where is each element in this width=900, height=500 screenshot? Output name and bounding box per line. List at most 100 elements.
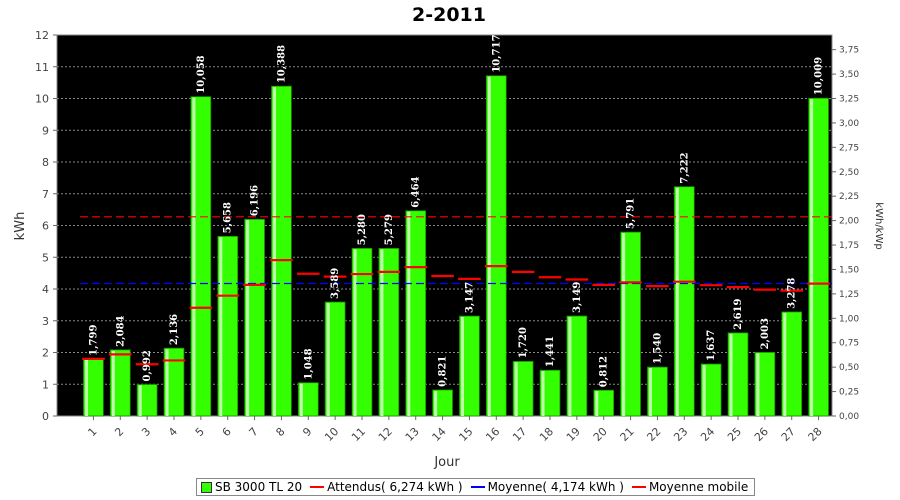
y-tick-label: 9: [42, 124, 49, 137]
data-label: 2,003: [760, 318, 771, 349]
data-label: 6,464: [411, 176, 422, 207]
x-tick-label: 4: [166, 425, 180, 439]
x-tick-label: 8: [273, 425, 287, 439]
y-right-tick-label: 0,25: [839, 388, 859, 398]
y-axis-label: kWh: [13, 212, 28, 241]
x-tick-label: 11: [349, 425, 368, 444]
data-label: 10,058: [196, 55, 207, 93]
y-tick-label: 1: [42, 378, 49, 391]
bar-highlight: [326, 303, 330, 416]
bar-highlight: [246, 220, 250, 416]
legend-label: SB 3000 TL 20: [215, 480, 303, 494]
y-tick-label: 12: [35, 29, 49, 42]
x-tick-label: 5: [193, 425, 207, 439]
bar-highlight: [84, 359, 88, 416]
data-label: 5,658: [223, 202, 234, 233]
bar-highlight: [756, 353, 760, 416]
y-right-axis-ticks: 0,00 0,25 0,50 0,75 1,00 1,25 1,50 1,75 2,00 2,25…: [832, 46, 859, 422]
y-tick-label: 0: [42, 410, 49, 423]
data-label: 5,280: [357, 214, 368, 245]
x-tick-label: 15: [456, 425, 475, 444]
bar-highlight: [648, 368, 652, 416]
y-right-tick-label: 3,25: [839, 95, 859, 105]
bars: [83, 75, 829, 417]
bar-highlight: [810, 99, 814, 417]
data-label: 10,717: [491, 34, 502, 72]
bar-highlight: [165, 349, 169, 416]
x-tick-label: 13: [403, 425, 422, 444]
data-label: 1,048: [303, 348, 314, 379]
bar-highlight: [783, 312, 787, 416]
x-tick-label: 7: [247, 425, 261, 439]
legend-item: Moyenne mobile: [631, 480, 748, 494]
x-tick-label: 20: [591, 425, 610, 444]
bar-highlight: [514, 362, 518, 416]
y-right-tick-label: 1,50: [839, 265, 859, 275]
data-label: 5,791: [626, 198, 637, 229]
bar-highlight: [138, 385, 142, 416]
x-tick-label: 3: [139, 425, 153, 439]
bar-highlight: [353, 249, 357, 416]
x-tick-label: 19: [564, 425, 583, 444]
legend-label: Attendus( 6,274 kWh ): [327, 480, 463, 494]
y-tick-label: 11: [35, 61, 49, 74]
y-tick-label: 6: [42, 220, 49, 233]
x-tick-label: 26: [752, 425, 771, 444]
x-tick-label: 12: [376, 425, 395, 444]
legend-item: SB 3000 TL 20: [201, 480, 302, 494]
chart-title: 2-2011: [412, 4, 486, 26]
x-tick-label: 28: [806, 425, 825, 444]
data-label: 2,619: [733, 298, 744, 329]
data-label: 1,720: [518, 327, 529, 358]
data-label: 0,812: [599, 356, 610, 387]
bar-highlight: [299, 383, 303, 416]
bar-highlight: [622, 233, 626, 416]
data-label: 3,589: [330, 268, 341, 299]
y-right-tick-label: 0,75: [839, 339, 859, 349]
x-tick-label: 17: [510, 425, 529, 444]
bar-highlight: [702, 365, 706, 416]
y-right-tick-label: 1,00: [839, 314, 859, 324]
y-right-tick-label: 0,00: [839, 412, 859, 422]
x-axis-ticks: 1 2 3 4 5 6 7 8 9 10 11 12 13 14 15 16 17 18 19 20 21 22 23 24 2…: [85, 416, 825, 444]
data-label: 5,279: [384, 214, 395, 245]
y-tick-label: 5: [42, 251, 49, 264]
x-tick-label: 23: [671, 425, 690, 444]
legend-item: Attendus( 6,274 kWh ): [310, 480, 463, 494]
x-tick-label: 6: [220, 425, 234, 439]
data-label: 3,147: [464, 282, 475, 313]
bar-highlight: [111, 350, 115, 416]
bar-highlight: [595, 391, 599, 416]
y-tick-label: 7: [42, 188, 49, 201]
data-label: 2,136: [169, 314, 180, 345]
x-tick-label: 22: [644, 425, 663, 444]
legend-swatch-box: [201, 481, 212, 493]
y-right-tick-label: 2,75: [839, 143, 859, 153]
data-label: 10,388: [276, 45, 287, 83]
bar-highlight: [192, 97, 196, 416]
y-right-tick-label: 3,50: [839, 70, 859, 80]
x-tick-label: 10: [322, 425, 341, 444]
x-tick-label: 18: [537, 425, 556, 444]
data-label: 6,196: [250, 185, 261, 216]
y-right-tick-label: 1,25: [839, 290, 859, 300]
x-tick-label: 9: [300, 425, 314, 439]
data-label: 0,821: [438, 356, 449, 387]
data-label: 1,441: [545, 336, 556, 367]
bar-highlight: [380, 249, 384, 416]
y-right-tick-label: 1,75: [839, 241, 859, 251]
x-tick-label: 25: [725, 425, 744, 444]
y-right-tick-label: 3,00: [839, 119, 859, 129]
legend-swatch-line: [631, 486, 646, 488]
legend-swatch-line: [310, 486, 325, 488]
y-right-tick-label: 2,50: [839, 168, 859, 178]
y-tick-label: 4: [42, 283, 49, 296]
data-label: 0,992: [142, 350, 153, 381]
data-label: 3,149: [572, 282, 583, 313]
x-tick-label: 14: [430, 425, 449, 444]
data-label: 1,540: [652, 333, 663, 364]
bar-highlight: [272, 87, 276, 416]
x-tick-label: 27: [779, 425, 798, 444]
y-right-tick-label: 0,50: [839, 363, 859, 373]
